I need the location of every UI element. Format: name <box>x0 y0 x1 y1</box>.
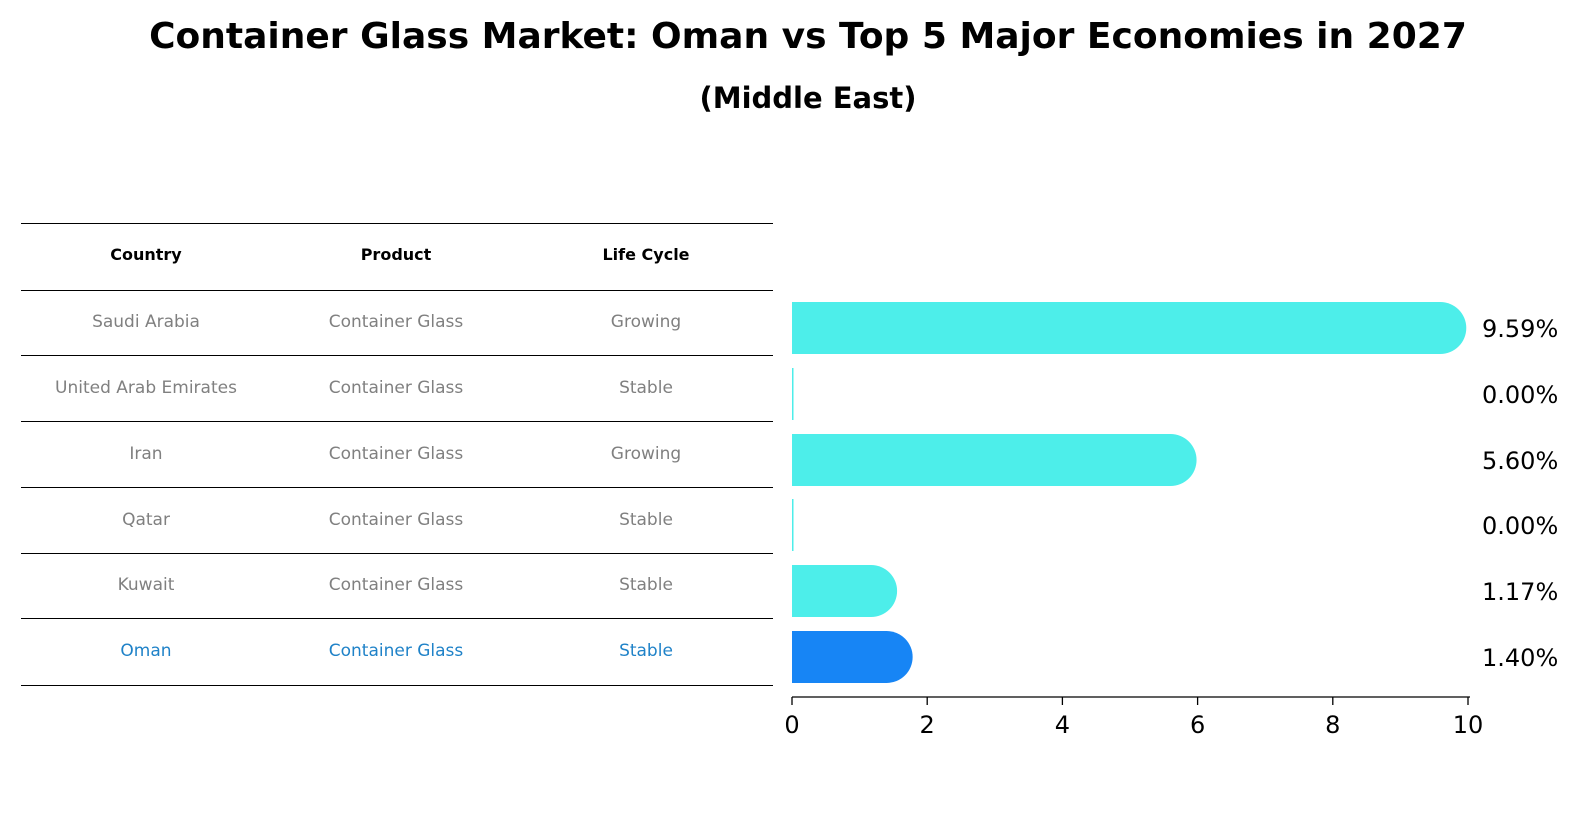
x-tick-label: 10 <box>1453 711 1484 739</box>
table-cell: Container Glass <box>328 641 464 661</box>
table-cell: Stable <box>619 575 673 595</box>
table-cell: Growing <box>610 312 682 332</box>
bar-value-label: 0.00% <box>1482 381 1558 409</box>
table-rule <box>21 685 773 686</box>
table-cell: Stable <box>619 641 673 661</box>
table-header-cell: Life Cycle <box>602 245 690 264</box>
bar <box>792 565 898 617</box>
table-cell: Growing <box>610 444 682 464</box>
table-rule <box>21 355 773 356</box>
table-cell: Oman <box>120 641 172 661</box>
table-cell: Container Glass <box>328 575 464 595</box>
x-tick-label: 2 <box>920 711 935 739</box>
table-rule <box>21 223 773 224</box>
x-tick-label: 4 <box>1055 711 1070 739</box>
table-rule <box>21 618 773 619</box>
table-cell: Iran <box>129 444 163 464</box>
x-tick-label: 0 <box>784 711 799 739</box>
bar-value-label: 0.00% <box>1482 512 1558 540</box>
table-cell: Container Glass <box>328 444 464 464</box>
table-cell: Qatar <box>122 510 170 530</box>
x-tick-label: 6 <box>1190 711 1205 739</box>
table-cell: United Arab Emirates <box>55 378 237 398</box>
bar-value-label: 1.17% <box>1482 578 1558 606</box>
table-cell: Stable <box>619 378 673 398</box>
table-cell: Container Glass <box>328 312 464 332</box>
table-header-cell: Country <box>110 245 182 264</box>
table-rule <box>21 290 773 291</box>
table-cell: Kuwait <box>117 575 175 595</box>
table-cell: Saudi Arabia <box>92 312 200 332</box>
table-rule <box>21 487 773 488</box>
chart-subtitle: (Middle East) <box>699 81 917 115</box>
chart-title: Container Glass Market: Oman vs Top 5 Ma… <box>149 16 1467 57</box>
x-tick-label: 8 <box>1325 711 1340 739</box>
bar-value-label: 1.40% <box>1482 644 1558 672</box>
table-cell: Container Glass <box>328 378 464 398</box>
bar <box>792 302 1467 354</box>
table-cell: Container Glass <box>328 510 464 530</box>
table-cell: Stable <box>619 510 673 530</box>
table-rule <box>21 553 773 554</box>
bar-value-label: 5.60% <box>1482 447 1558 475</box>
bar <box>792 499 794 551</box>
bar-value-label: 9.59% <box>1482 315 1558 343</box>
bar-highlight <box>792 631 913 683</box>
bar <box>792 434 1197 486</box>
bar <box>792 368 794 420</box>
table-rule <box>21 421 773 422</box>
table-header-cell: Product <box>360 245 432 264</box>
